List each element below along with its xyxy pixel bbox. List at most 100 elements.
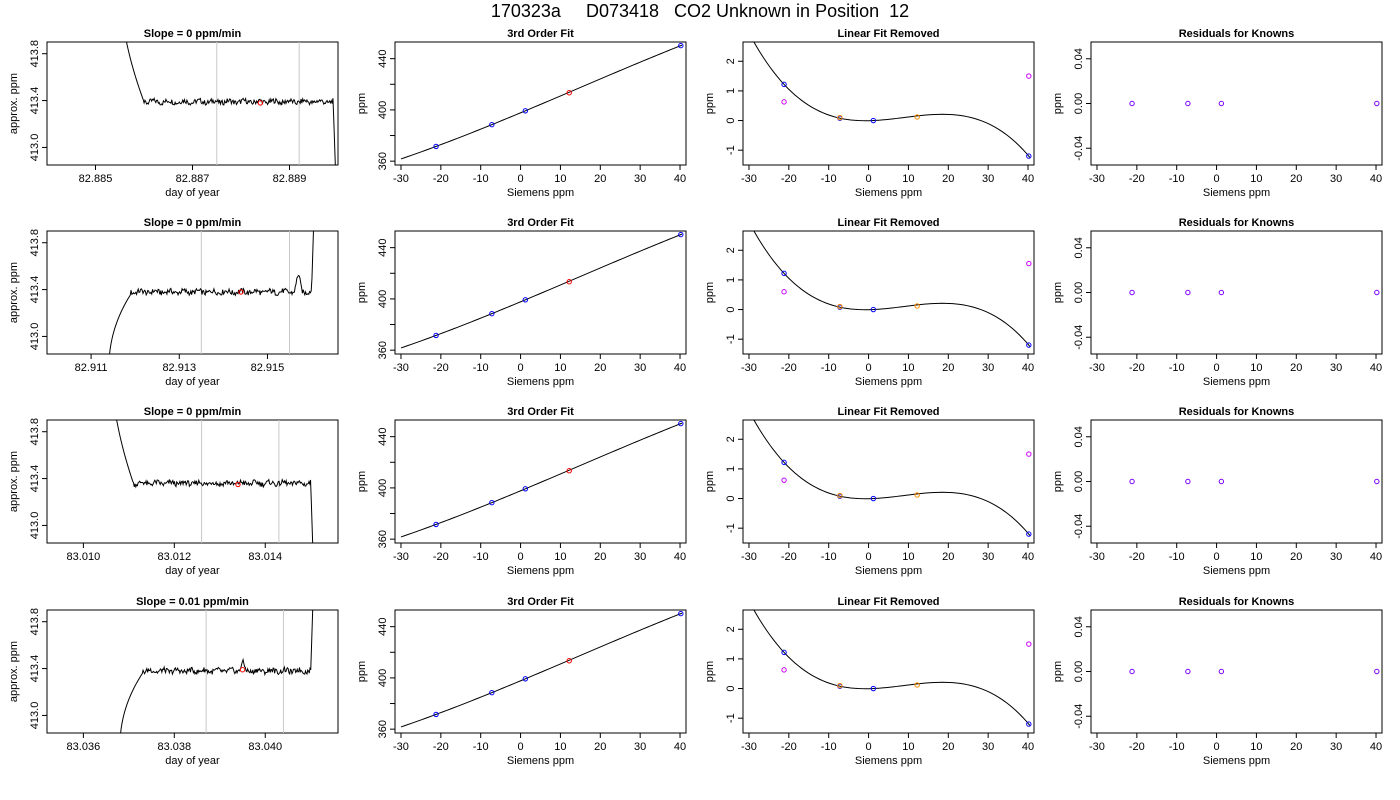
row3-timeseries-x-tick-label: 83.012 — [157, 551, 191, 563]
row1-knowns-x-tick-label: 40 — [1370, 173, 1382, 185]
row3-fit-known-point — [678, 420, 684, 427]
row3-resid-y-tick-label: 0 — [725, 495, 737, 501]
row2-resid-x-tick-label: 20 — [942, 362, 954, 374]
row3-knowns-x-tick-label: 10 — [1250, 551, 1262, 563]
row2-knowns-x-tick-label: -20 — [1129, 362, 1145, 374]
row3-resid-y-tick-label: 2 — [725, 436, 737, 442]
row3-resid-x-axis-label: Siemens ppm — [855, 565, 922, 577]
row1-fit-x-tick-label: 0 — [518, 173, 524, 185]
row3-resid-known-point — [781, 459, 787, 466]
row1-resid-data — [753, 42, 1032, 159]
row2-fit-known-point — [678, 231, 684, 238]
row3-fit-x-tick-label: -30 — [393, 551, 409, 563]
row3-knowns-x-axis-label: Siemens ppm — [1203, 565, 1270, 577]
row3-resid-unknown-point — [914, 492, 920, 498]
row1-knowns-known-point — [1129, 100, 1135, 107]
row3-resid-x-tick-label: 30 — [982, 551, 994, 563]
row3-fit-plot-frame — [394, 419, 687, 544]
row1-fit-panel: 3rd Order Fit -30 -20 -10 0 10 20 30 40 360 400 440… — [356, 28, 687, 199]
row2-timeseries-y-tick-label: 413.8 — [29, 229, 41, 257]
row2-resid-y-tick-label: -1 — [725, 334, 737, 344]
row3-knowns-x-tick-label: 20 — [1290, 551, 1302, 563]
row3-knowns-title: Residuals for Knowns — [1179, 406, 1295, 418]
row4-knowns-x-axis-label: Siemens ppm — [1203, 755, 1270, 767]
row2-timeseries-title: Slope = 0 ppm/min — [144, 217, 242, 229]
row1-resid-y-tick-label: 1 — [725, 88, 737, 94]
row4-timeseries-x-axis-label: day of year — [165, 755, 220, 767]
row3-fit-x-tick-label: 20 — [594, 551, 606, 563]
row2-fit-x-tick-label: -30 — [393, 362, 409, 374]
row4-resid-data — [753, 610, 1032, 727]
row3-resid-data — [753, 420, 1032, 537]
row4-fit-y-tick-label: 400 — [377, 669, 389, 687]
row3-timeseries-panel: Slope = 0 ppm/min 83.010 83.012 83.014 413.0… — [8, 406, 339, 577]
row2-knowns-x-tick-label: 20 — [1290, 362, 1302, 374]
row3-knowns-panel: Residuals for Knowns -30 -20 -10 0 10 20 30 40 -0… — [1052, 406, 1383, 577]
row3-fit-known-point — [522, 486, 529, 492]
row4-fit-known-point — [678, 610, 684, 617]
row1-timeseries-y-tick-label: 413.0 — [29, 134, 41, 162]
row3-timeseries-mean-marker — [235, 481, 241, 488]
row4-knowns-x-tick-label: -10 — [1169, 741, 1185, 753]
row2-knowns-x-axis-label: Siemens ppm — [1203, 376, 1270, 388]
row2-resid-panel: Linear Fit Removed-30 -20 -10 0 10 20 30 40-101… — [704, 217, 1035, 388]
row4-fit-plot-frame — [394, 609, 687, 734]
row4-resid-y-tick-label: 1 — [725, 656, 737, 662]
row4-knowns-title: Residuals for Knowns — [1179, 596, 1295, 608]
row4-timeseries-x-tick-label: 83.036 — [67, 741, 101, 753]
row3-timeseries-y-tick-label: 413.4 — [29, 465, 41, 493]
row1-resid-title: Linear Fit Removed — [837, 28, 939, 40]
row1-resid-y-tick-label: -1 — [725, 145, 737, 155]
row4-resid-x-tick-label: 40 — [1022, 741, 1034, 753]
row4-knowns-x-tick-label: 0 — [1214, 741, 1220, 753]
row3-knowns-x-tick-label: -10 — [1169, 551, 1185, 563]
row4-fit-data — [400, 610, 684, 728]
panel-row-2: Slope = 0 ppm/min 82.911 82.913 82.915 413.0… — [8, 217, 1383, 388]
row1-fit-plot-frame — [394, 41, 687, 166]
row1-knowns-x-tick-label: -10 — [1169, 173, 1185, 185]
row3-timeseries-title: Slope = 0 ppm/min — [144, 406, 242, 418]
row3-knowns-known-point — [1129, 478, 1135, 485]
row2-timeseries-plot-frame — [46, 230, 339, 355]
row4-resid-y-axis-label: ppm — [704, 661, 716, 682]
row1-fit-x-tick-label: 10 — [554, 173, 566, 185]
row4-fit-title: 3rd Order Fit — [507, 596, 574, 608]
row1-resid-plot-frame — [742, 41, 1035, 166]
row1-resid-residual-curve — [753, 42, 1031, 158]
row2-fit-known-point — [433, 332, 439, 339]
row4-resid-plot-frame — [742, 609, 1035, 734]
row4-resid-x-tick-label: -10 — [821, 741, 837, 753]
row3-fit-x-tick-label: 40 — [674, 551, 686, 563]
row3-fit-y-tick-label: 400 — [377, 479, 389, 497]
row3-resid-residual-curve — [753, 420, 1031, 536]
row1-knowns-x-axis-label: Siemens ppm — [1203, 187, 1270, 199]
row4-fit-fit-curve — [400, 612, 683, 728]
row4-knowns-known-point — [1129, 668, 1135, 675]
row4-timeseries-y-tick-label: 413.8 — [29, 608, 41, 636]
row2-knowns-known-point — [1218, 289, 1225, 296]
row3-fit-y-tick-label: 440 — [377, 427, 389, 445]
row3-knowns-data — [1129, 478, 1380, 485]
row3-resid-x-tick-label: 10 — [902, 551, 914, 563]
row2-timeseries-trace-line — [109, 231, 314, 354]
row4-knowns-panel: Residuals for Knowns -30 -20 -10 0 10 20 30 40 -0… — [1052, 596, 1383, 767]
row1-fit-x-axis-label: Siemens ppm — [507, 187, 574, 199]
row4-fit-unknown-point — [566, 658, 572, 664]
row3-timeseries-x-axis-label: day of year — [165, 565, 220, 577]
row2-timeseries-y-axis-label: approx. ppm — [8, 262, 20, 323]
row2-resid-y-tick-label: 2 — [725, 247, 737, 253]
row1-knowns-y-axis-label: ppm — [1052, 93, 1064, 114]
row2-timeseries-y-tick-label: 413.4 — [29, 276, 41, 304]
row1-fit-y-axis-label: ppm — [356, 93, 368, 114]
row2-timeseries-mean-marker — [238, 289, 244, 295]
row4-resid-x-tick-label: 20 — [942, 741, 954, 753]
row1-fit-x-tick-label: -30 — [393, 173, 409, 185]
row3-timeseries-data — [116, 420, 314, 543]
row4-resid-y-tick-label: 2 — [725, 626, 737, 632]
row1-resid-x-axis-label: Siemens ppm — [855, 187, 922, 199]
row2-fit-known-point — [522, 297, 529, 303]
row2-resid-x-tick-label: 30 — [982, 362, 994, 374]
row4-fit-known-point — [433, 711, 439, 718]
row4-fit-panel: 3rd Order Fit -30 -20 -10 0 10 20 30 40 360 400 440… — [356, 596, 687, 767]
